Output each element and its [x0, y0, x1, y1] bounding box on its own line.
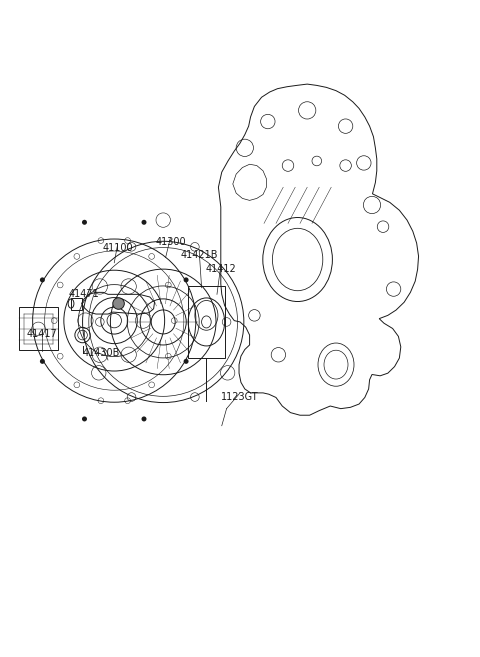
Circle shape	[82, 417, 87, 421]
Circle shape	[183, 277, 189, 283]
Text: 41100: 41100	[102, 243, 133, 254]
Text: 1123GT: 1123GT	[221, 392, 259, 403]
Text: 41412: 41412	[205, 264, 236, 275]
Circle shape	[82, 220, 87, 225]
Circle shape	[142, 220, 146, 225]
Text: 41471: 41471	[69, 289, 99, 300]
Circle shape	[113, 298, 124, 309]
Circle shape	[183, 359, 189, 364]
Text: 41300: 41300	[155, 237, 186, 247]
Text: 41421B: 41421B	[180, 250, 218, 260]
Text: 41417: 41417	[27, 328, 58, 339]
Circle shape	[40, 359, 45, 364]
Circle shape	[142, 417, 146, 421]
Text: 41430B: 41430B	[82, 348, 120, 359]
Circle shape	[40, 277, 45, 283]
